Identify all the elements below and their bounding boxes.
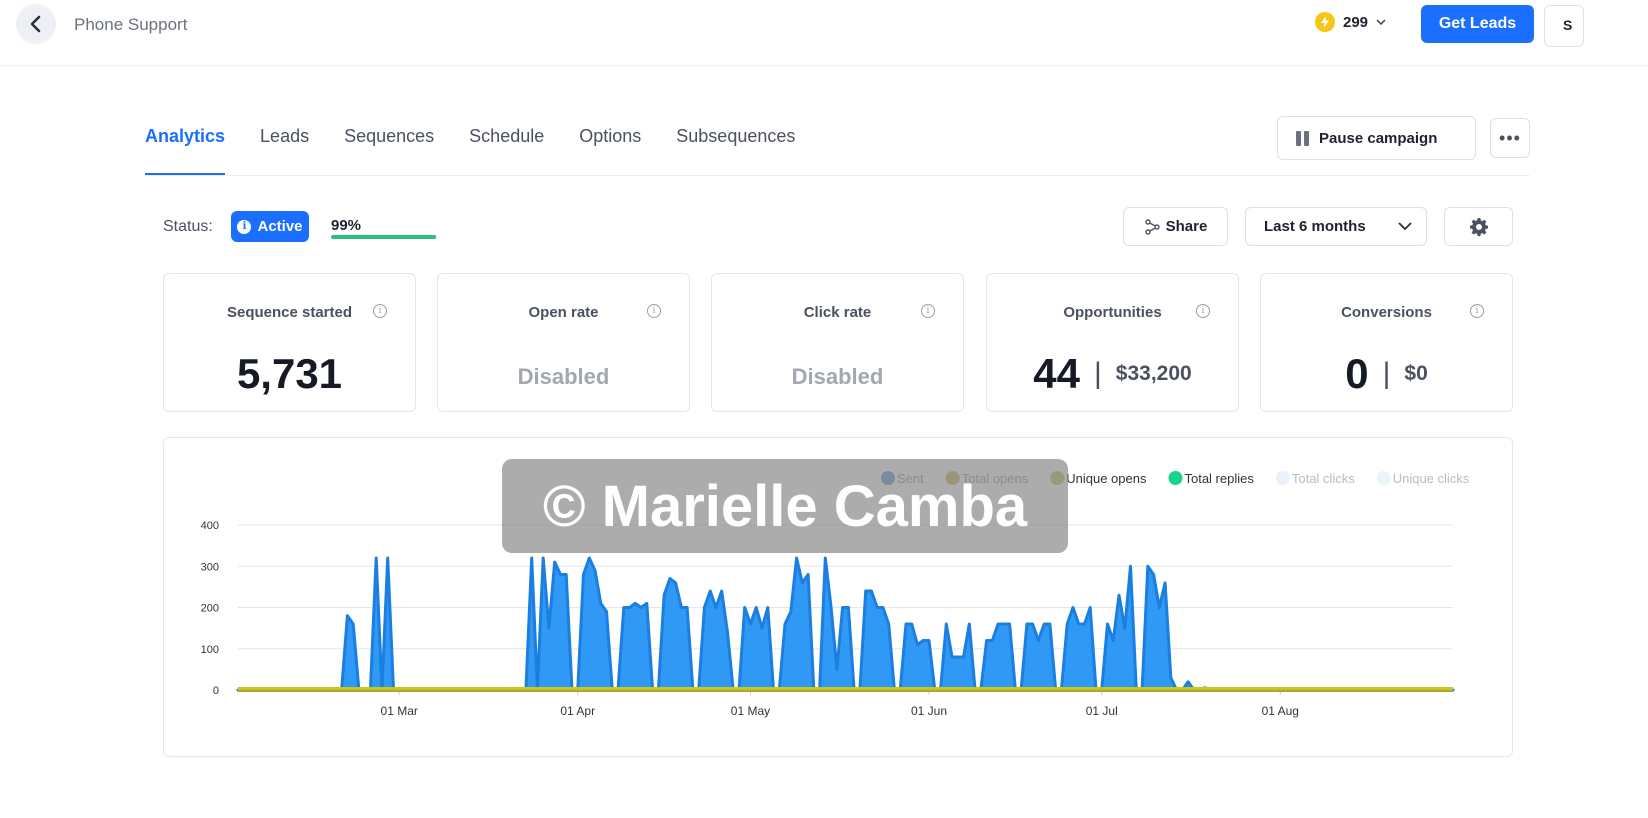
- top-bar: Phone Support 299 Get Leads S: [0, 0, 1648, 66]
- chevron-down-icon: [1376, 18, 1386, 25]
- status-label: Status:: [163, 218, 213, 235]
- stat-value: Disabled: [517, 364, 610, 389]
- x-tick-label: 01 May: [731, 704, 770, 718]
- chart-settings-button[interactable]: [1444, 207, 1513, 246]
- value-separator: |: [1094, 357, 1102, 390]
- stat-title: Sequence started: [226, 304, 353, 321]
- tabs-divider: [145, 175, 1530, 176]
- page-title: Phone Support: [74, 15, 188, 34]
- status-badge[interactable]: i Active: [231, 211, 309, 242]
- progress-fill: [331, 235, 436, 239]
- info-icon[interactable]: i: [1196, 304, 1210, 318]
- watermark: © Marielle Camba: [502, 459, 1068, 553]
- legend-label: Total clicks: [1292, 471, 1355, 486]
- info-icon[interactable]: i: [647, 304, 661, 318]
- tab-leads[interactable]: Leads: [260, 126, 310, 146]
- info-icon[interactable]: i: [373, 304, 387, 318]
- info-icon[interactable]: i: [1470, 304, 1484, 318]
- chevron-left-icon: [30, 15, 41, 33]
- y-tick-label: 400: [201, 520, 219, 532]
- pause-campaign-button[interactable]: Pause campaign: [1277, 116, 1476, 160]
- tab-sequences[interactable]: Sequences: [344, 126, 435, 146]
- credits-count: 299: [1343, 13, 1369, 31]
- tab-analytics[interactable]: Analytics: [145, 100, 226, 176]
- stat-title: Opportunities: [1063, 304, 1162, 321]
- get-leads-button[interactable]: Get Leads: [1421, 5, 1534, 43]
- stat-value: 0: [1345, 350, 1369, 397]
- stat-title: Click rate: [803, 304, 872, 321]
- status-badge-label: Active: [257, 218, 303, 235]
- legend-label: Unique clicks: [1393, 471, 1470, 486]
- stat-amount: $33,200: [1115, 362, 1192, 385]
- stat-card-open-rate: Open rate i Disabled: [437, 273, 690, 412]
- credits-dropdown[interactable]: 299: [1315, 12, 1386, 32]
- analytics-chart-card: [163, 437, 1513, 757]
- x-tick-label: 01 Apr: [560, 704, 595, 718]
- gear-icon: [1469, 217, 1488, 236]
- x-tick-label: 01 Mar: [381, 704, 418, 718]
- info-icon[interactable]: i: [921, 304, 935, 318]
- date-range-value: Last 6 months: [1264, 218, 1366, 235]
- more-options-button[interactable]: •••: [1490, 118, 1530, 158]
- stat-card-click-rate: Click rate i Disabled: [711, 273, 964, 412]
- y-tick-label: 0: [213, 685, 219, 697]
- value-separator: |: [1382, 357, 1391, 390]
- share-icon: [1144, 218, 1160, 235]
- y-tick-label: 300: [201, 561, 219, 573]
- legend-label: Unique opens: [1066, 471, 1147, 486]
- analytics-chart: 0 100 200 300 400 01 Mar 01 Apr 01 May 01 Jun 01 …: [201, 471, 1470, 718]
- stat-title: Open rate: [528, 304, 599, 321]
- stat-value: 5,731: [236, 350, 343, 397]
- back-button[interactable]: [16, 4, 56, 44]
- stat-amount: $0: [1404, 362, 1428, 385]
- pause-icon: [1296, 130, 1309, 146]
- progress-bar: [331, 235, 437, 239]
- share-button[interactable]: Share: [1123, 207, 1228, 246]
- x-tick-label: 01 Aug: [1262, 704, 1299, 718]
- legend-marker: [1168, 471, 1183, 485]
- lightning-coin-icon: [1315, 12, 1335, 32]
- info-icon: i: [237, 219, 252, 234]
- chevron-down-icon: [1398, 222, 1412, 231]
- stat-value: 44: [1033, 350, 1080, 397]
- date-range-select[interactable]: Last 6 months: [1245, 207, 1427, 246]
- progress-value: 99%: [331, 217, 362, 234]
- tab-options[interactable]: Options: [579, 126, 642, 146]
- x-tick-label: 01 Jun: [911, 704, 947, 718]
- x-tick-label: 01 Jul: [1086, 704, 1118, 718]
- series-sent-area: [236, 556, 1455, 692]
- share-label: Share: [1165, 218, 1208, 235]
- legend-label: Total replies: [1184, 471, 1254, 486]
- stat-value: Disabled: [791, 364, 884, 389]
- pause-campaign-label: Pause campaign: [1319, 129, 1438, 147]
- stat-card-conversions: Conversions i 0 | $0: [1260, 273, 1513, 412]
- tab-subsequences[interactable]: Subsequences: [676, 126, 796, 146]
- y-tick-label: 200: [201, 603, 219, 615]
- legend-marker: [1376, 471, 1391, 485]
- y-tick-label: 100: [201, 644, 219, 656]
- ellipsis-icon: •••: [1499, 127, 1521, 148]
- stat-title: Conversions: [1341, 304, 1432, 321]
- stat-card-opportunities: Opportunities i 44 | $33,200: [986, 273, 1239, 412]
- legend-marker: [1275, 471, 1290, 485]
- tab-schedule[interactable]: Schedule: [469, 126, 545, 146]
- stat-card-sequence-started: Sequence started i 5,731: [163, 273, 416, 412]
- campaign-tabs: Analytics Leads Sequences Schedule Optio…: [145, 100, 830, 176]
- truncated-header-button[interactable]: S: [1544, 5, 1584, 47]
